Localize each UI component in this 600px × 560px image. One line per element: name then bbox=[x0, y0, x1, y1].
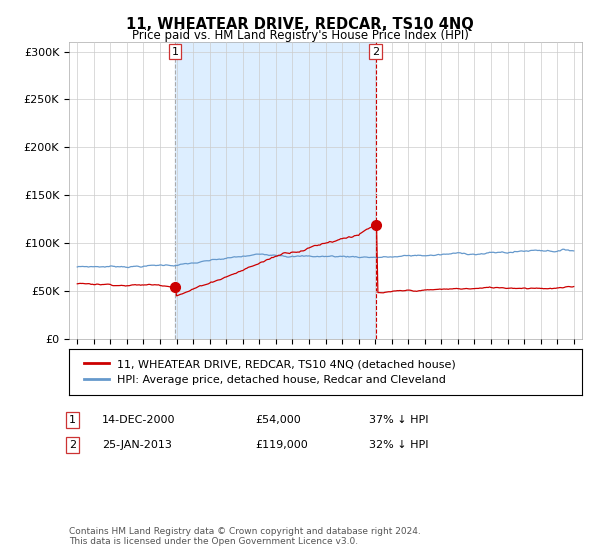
Text: £54,000: £54,000 bbox=[255, 415, 301, 425]
Text: 11, WHEATEAR DRIVE, REDCAR, TS10 4NQ: 11, WHEATEAR DRIVE, REDCAR, TS10 4NQ bbox=[126, 17, 474, 32]
Text: 32% ↓ HPI: 32% ↓ HPI bbox=[369, 440, 428, 450]
Text: Price paid vs. HM Land Registry's House Price Index (HPI): Price paid vs. HM Land Registry's House … bbox=[131, 29, 469, 42]
Text: £119,000: £119,000 bbox=[255, 440, 308, 450]
Text: 2: 2 bbox=[372, 46, 379, 57]
Bar bbox=[175, 42, 376, 339]
Text: 1: 1 bbox=[69, 415, 76, 425]
Text: Contains HM Land Registry data © Crown copyright and database right 2024.
This d: Contains HM Land Registry data © Crown c… bbox=[69, 526, 421, 546]
Text: 37% ↓ HPI: 37% ↓ HPI bbox=[369, 415, 428, 425]
Text: 2: 2 bbox=[69, 440, 76, 450]
Text: 25-JAN-2013: 25-JAN-2013 bbox=[102, 440, 172, 450]
Text: 1: 1 bbox=[172, 46, 179, 57]
Legend: 11, WHEATEAR DRIVE, REDCAR, TS10 4NQ (detached house), HPI: Average price, detac: 11, WHEATEAR DRIVE, REDCAR, TS10 4NQ (de… bbox=[80, 354, 461, 389]
Text: 14-DEC-2000: 14-DEC-2000 bbox=[102, 415, 176, 425]
